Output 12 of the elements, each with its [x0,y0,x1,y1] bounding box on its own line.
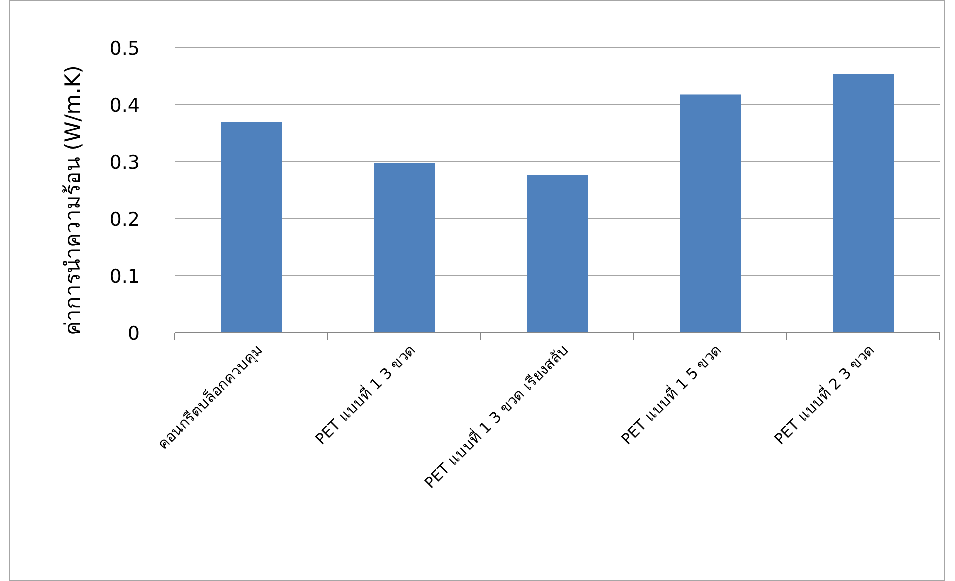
bar [680,94,741,333]
y-tick-label: 0.5 [110,38,140,60]
bar [374,163,435,333]
y-tick-label: 0 [128,323,140,345]
y-tick-label: 0.4 [110,95,140,117]
y-tick-label: 0.1 [110,266,140,288]
y-tick-label: 0.3 [110,152,140,174]
bar [527,175,588,333]
bar [833,74,894,333]
y-axis-title: ค่าการนำความร้อน (W/m.K) [61,66,85,336]
y-tick-label: 0.2 [110,209,140,231]
bar [221,122,282,333]
